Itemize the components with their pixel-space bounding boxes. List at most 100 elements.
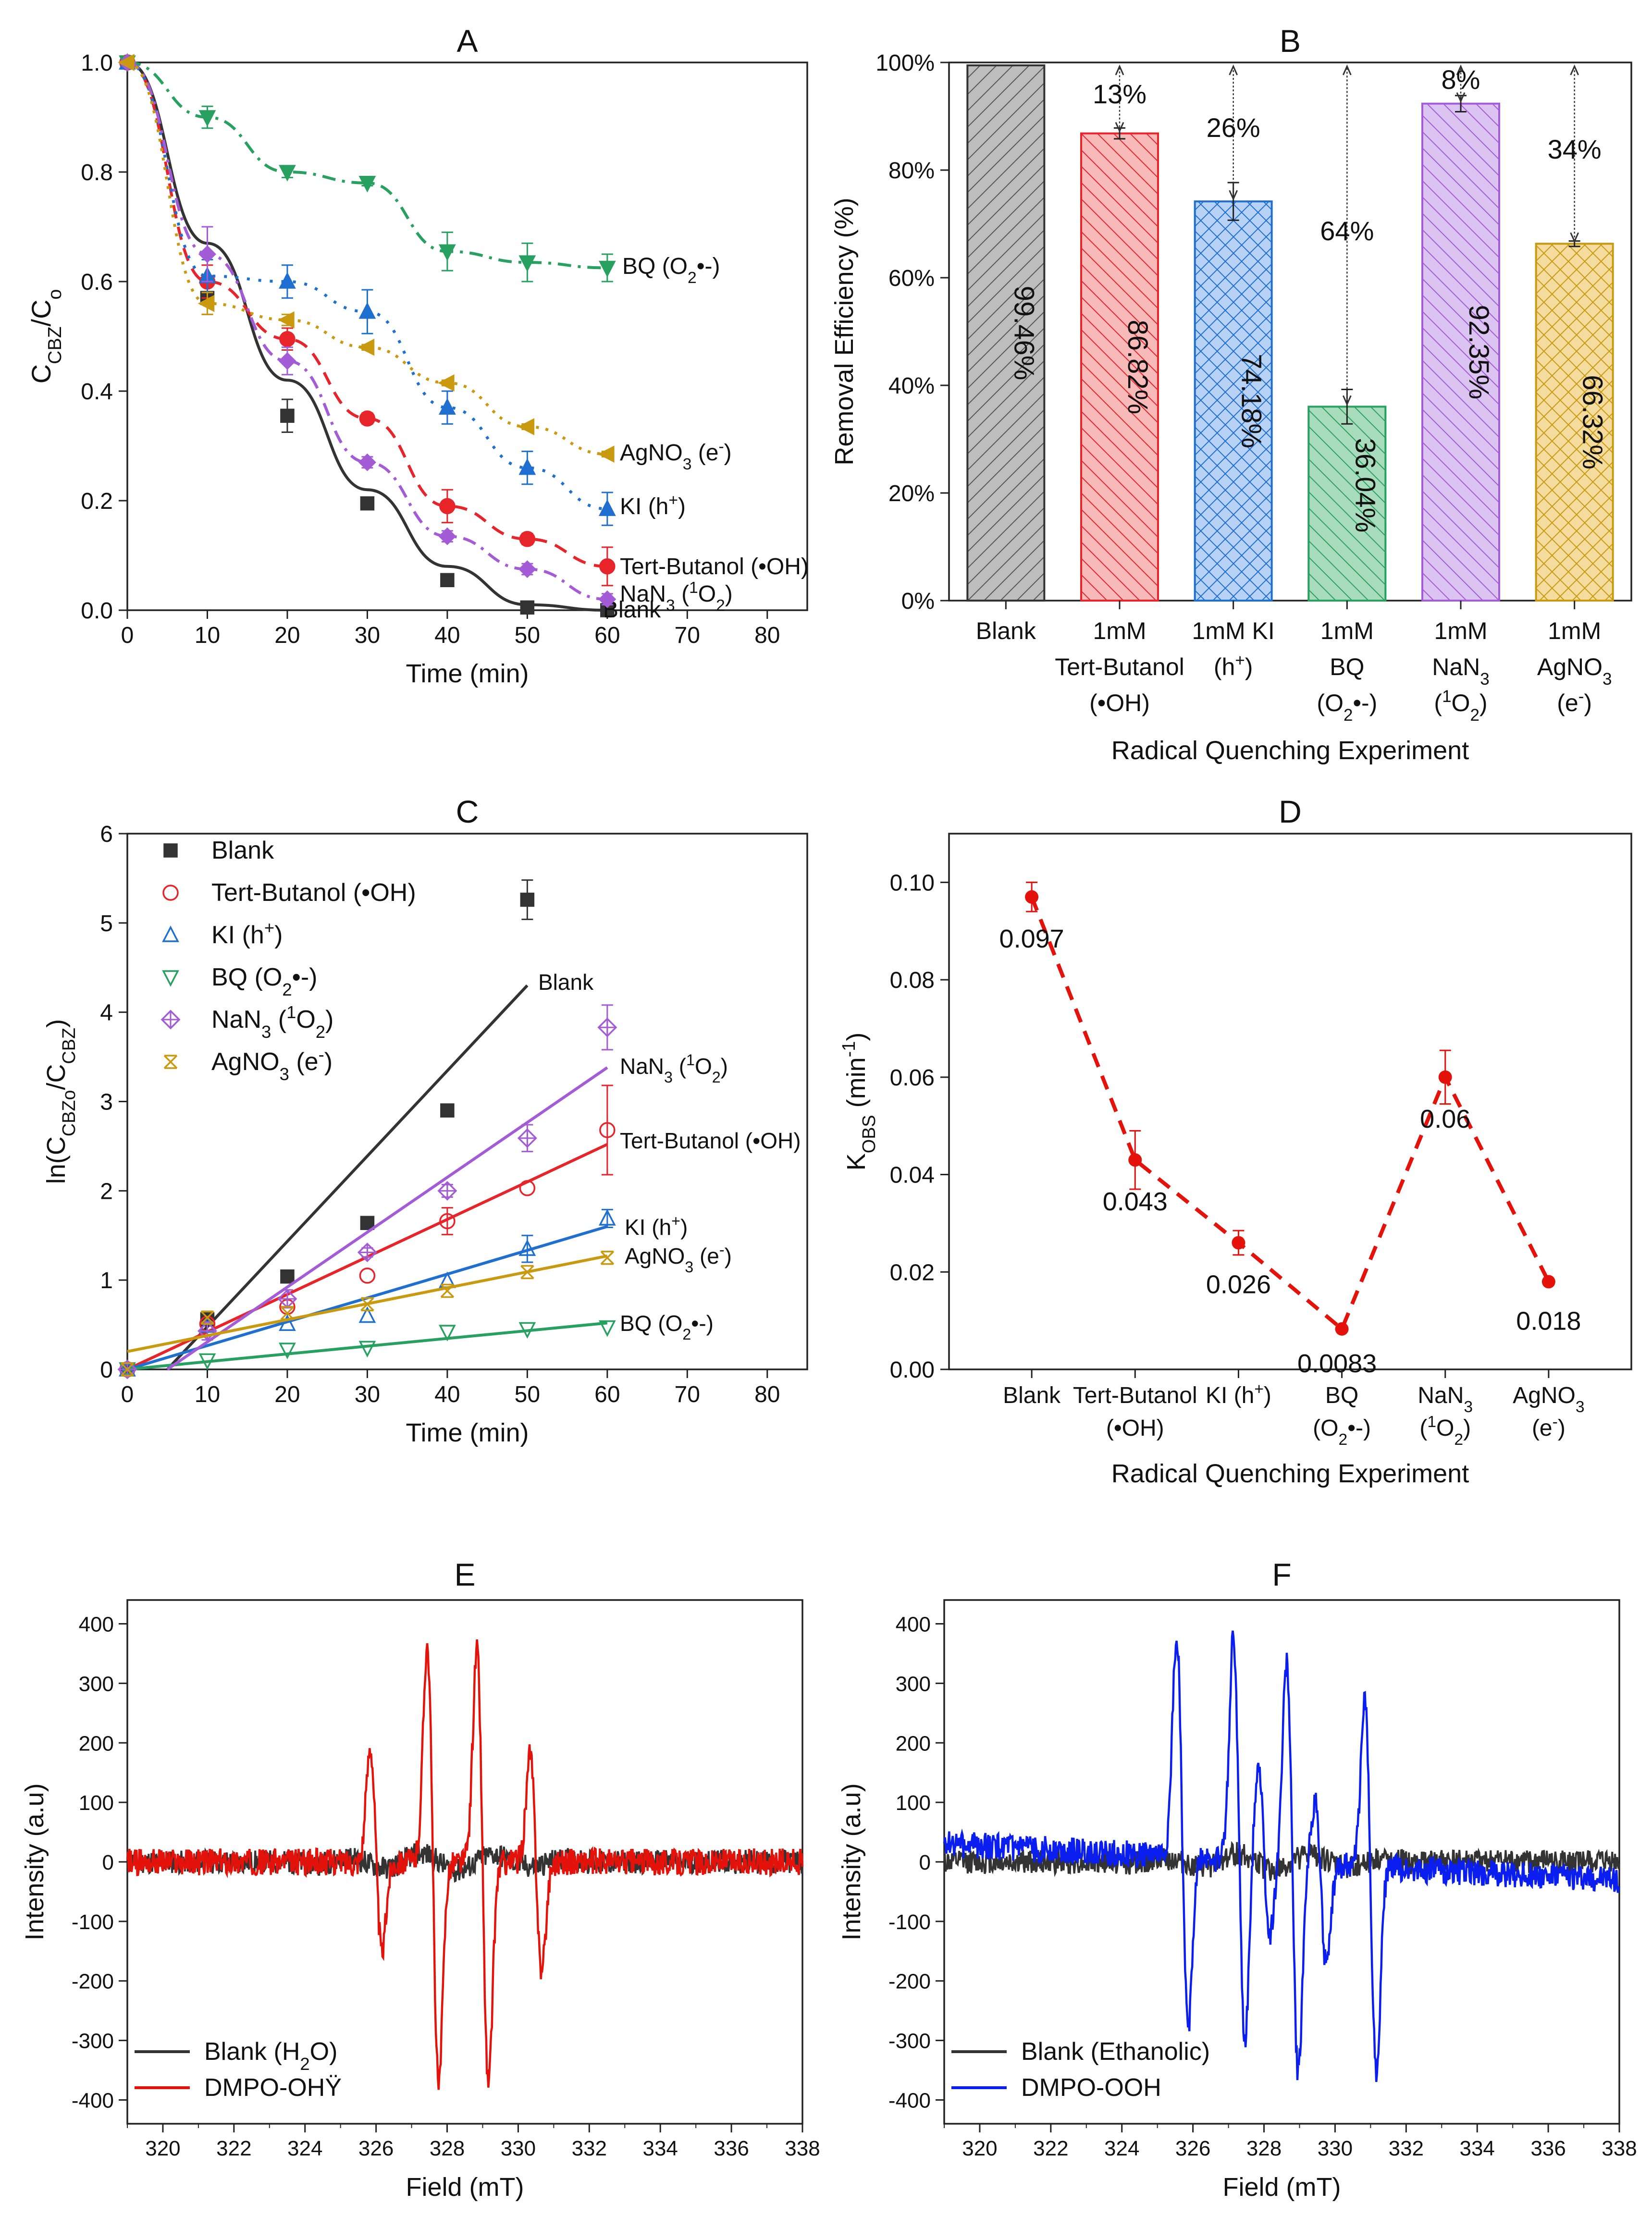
data-point-kobs: 0.018 (1516, 1275, 1581, 1336)
series-line-nan3 (127, 61, 607, 601)
x-axis-title: Radical Quenching Experiment (1111, 1459, 1469, 1488)
x-tick-label: 10 (195, 623, 220, 648)
data-point-agno3 (440, 1283, 455, 1298)
x-tick-label: 326 (358, 2137, 394, 2160)
category-label: (O2•-) (1317, 689, 1377, 725)
data-point-agno3 (120, 1362, 135, 1377)
error-bar (601, 1084, 613, 1176)
series-bq: BQ (O2•-) (119, 55, 720, 287)
series-label-agno3: AgNO3 (e-) (625, 1241, 732, 1276)
series-label-bq: BQ (O2•-) (620, 1311, 714, 1343)
category-label: 1mM (1434, 617, 1487, 644)
legend-label: Tert-Butanol (•OH) (211, 879, 416, 907)
point-marker (1541, 1275, 1555, 1289)
data-point-bq (198, 110, 216, 127)
arrow-head (1570, 232, 1579, 243)
x-tick-label: 50 (515, 1382, 540, 1407)
x-tick-label: 334 (1459, 2137, 1494, 2160)
arrow-head (1456, 92, 1466, 103)
y-tick-label: 0.8 (81, 160, 113, 185)
x-tick-label: 336 (714, 2137, 749, 2160)
point-marker (1025, 890, 1039, 904)
data-point-blank (360, 1216, 375, 1230)
point-value-label: 0.043 (1103, 1187, 1168, 1216)
data-point-nan3 (198, 245, 216, 263)
x-tick-label: 80 (754, 623, 780, 648)
data-point-ki (518, 458, 536, 475)
y-tick-label: 0.10 (890, 870, 935, 896)
data-point-blank (440, 1103, 455, 1118)
data-point-bq (439, 1325, 456, 1342)
x-tick-label: 40 (434, 1382, 460, 1407)
data-point-tbu (439, 1213, 456, 1230)
x-tick-label: 338 (785, 2137, 820, 2160)
panel-title: A (456, 23, 478, 59)
data-point-ki (358, 1306, 376, 1323)
arrow-head (1115, 122, 1124, 133)
y-tick-label: 0.4 (81, 379, 113, 405)
data-point-blank (280, 408, 295, 423)
series-line-blank (127, 61, 607, 612)
series-label-ki: KI (h+) (620, 492, 686, 520)
data-point-bq (518, 1322, 536, 1339)
data-point-agno3 (518, 418, 535, 435)
x-tick-label: 50 (515, 623, 540, 648)
category-label: (1O2) (1419, 1413, 1471, 1449)
series-agno3: AgNO3 (e-) (118, 54, 732, 473)
y-tick-label: 0 (102, 1851, 114, 1874)
category-label: BQ (1330, 653, 1364, 680)
panel-b: B 0% 20% 40% 60% 80% 100% Removal Efficiency (%… (830, 23, 1632, 765)
bar-value-label: 86.82% (1122, 320, 1153, 414)
y-tick-label: 4 (100, 1000, 113, 1026)
x-tick-label: 320 (962, 2137, 997, 2160)
data-point-ki (598, 1209, 616, 1226)
data-point-bq (439, 244, 456, 261)
data-point-ki (358, 302, 376, 319)
y-tick-label: 400 (896, 1613, 931, 1637)
data-point-nan3 (278, 352, 296, 370)
data-point-nan3 (438, 527, 456, 545)
x-tick-label: 322 (1033, 2137, 1068, 2160)
legend-label: DMPO-OHŸ (204, 2074, 342, 2102)
y-tick-label: 20% (888, 481, 935, 506)
panel-title: B (1280, 23, 1301, 59)
data-point-kobs: 0.0083 (1297, 1322, 1377, 1378)
y-tick-label: -400 (888, 2089, 931, 2112)
x-tick-label: 324 (1104, 2137, 1139, 2160)
legend-marker-nan3 (160, 1010, 181, 1030)
category-label: (e-) (1557, 687, 1592, 717)
y-tick-label: 0% (901, 589, 935, 614)
x-tick-label: 80 (754, 1382, 780, 1407)
y-tick-label: 3 (100, 1090, 113, 1115)
fit-line-nan3 (166, 1066, 608, 1371)
data-point-nan3 (437, 1181, 457, 1201)
fit-line-bq (127, 1321, 608, 1371)
x-tick-label: 0 (121, 1382, 134, 1407)
bar-bq: 36.04% (1307, 389, 1387, 602)
category-label: (O2•-) (1313, 1416, 1371, 1449)
bar-rect-nan3 (1421, 102, 1500, 602)
data-point-agno3 (358, 338, 375, 356)
arrow-head (1229, 64, 1238, 75)
data-point-tbu (279, 331, 296, 347)
data-point-nan3 (518, 560, 536, 578)
x-tick-label: 330 (1318, 2137, 1353, 2160)
x-tick-label: 20 (274, 623, 300, 648)
data-point-agno3 (200, 1310, 214, 1325)
panel-a: A 0 10 20 30 40 50 60 70 80 0.0 0.2 0.4 0.6 0.8 1.0 Time… (26, 23, 809, 688)
legend-label: BQ (O2•-) (211, 963, 317, 999)
data-point-agno3 (280, 1306, 295, 1320)
category-label: 1mM (1548, 617, 1601, 644)
point-value-label: 0.06 (1420, 1105, 1470, 1133)
data-point-bq (358, 1341, 376, 1358)
category-label: AgNO3 (1513, 1383, 1584, 1416)
category-label: 1mM KI (1192, 617, 1275, 644)
point-value-label: 0.0083 (1297, 1349, 1377, 1378)
bar-value-label: 66.32% (1577, 375, 1608, 469)
bar-value-label: 92.35% (1463, 305, 1494, 399)
data-point-bq (358, 176, 376, 193)
data-point-ki (279, 1314, 296, 1331)
y-tick-label: 1 (100, 1268, 113, 1293)
series-label-nan3: NaN3 (1O2) (620, 1051, 728, 1086)
